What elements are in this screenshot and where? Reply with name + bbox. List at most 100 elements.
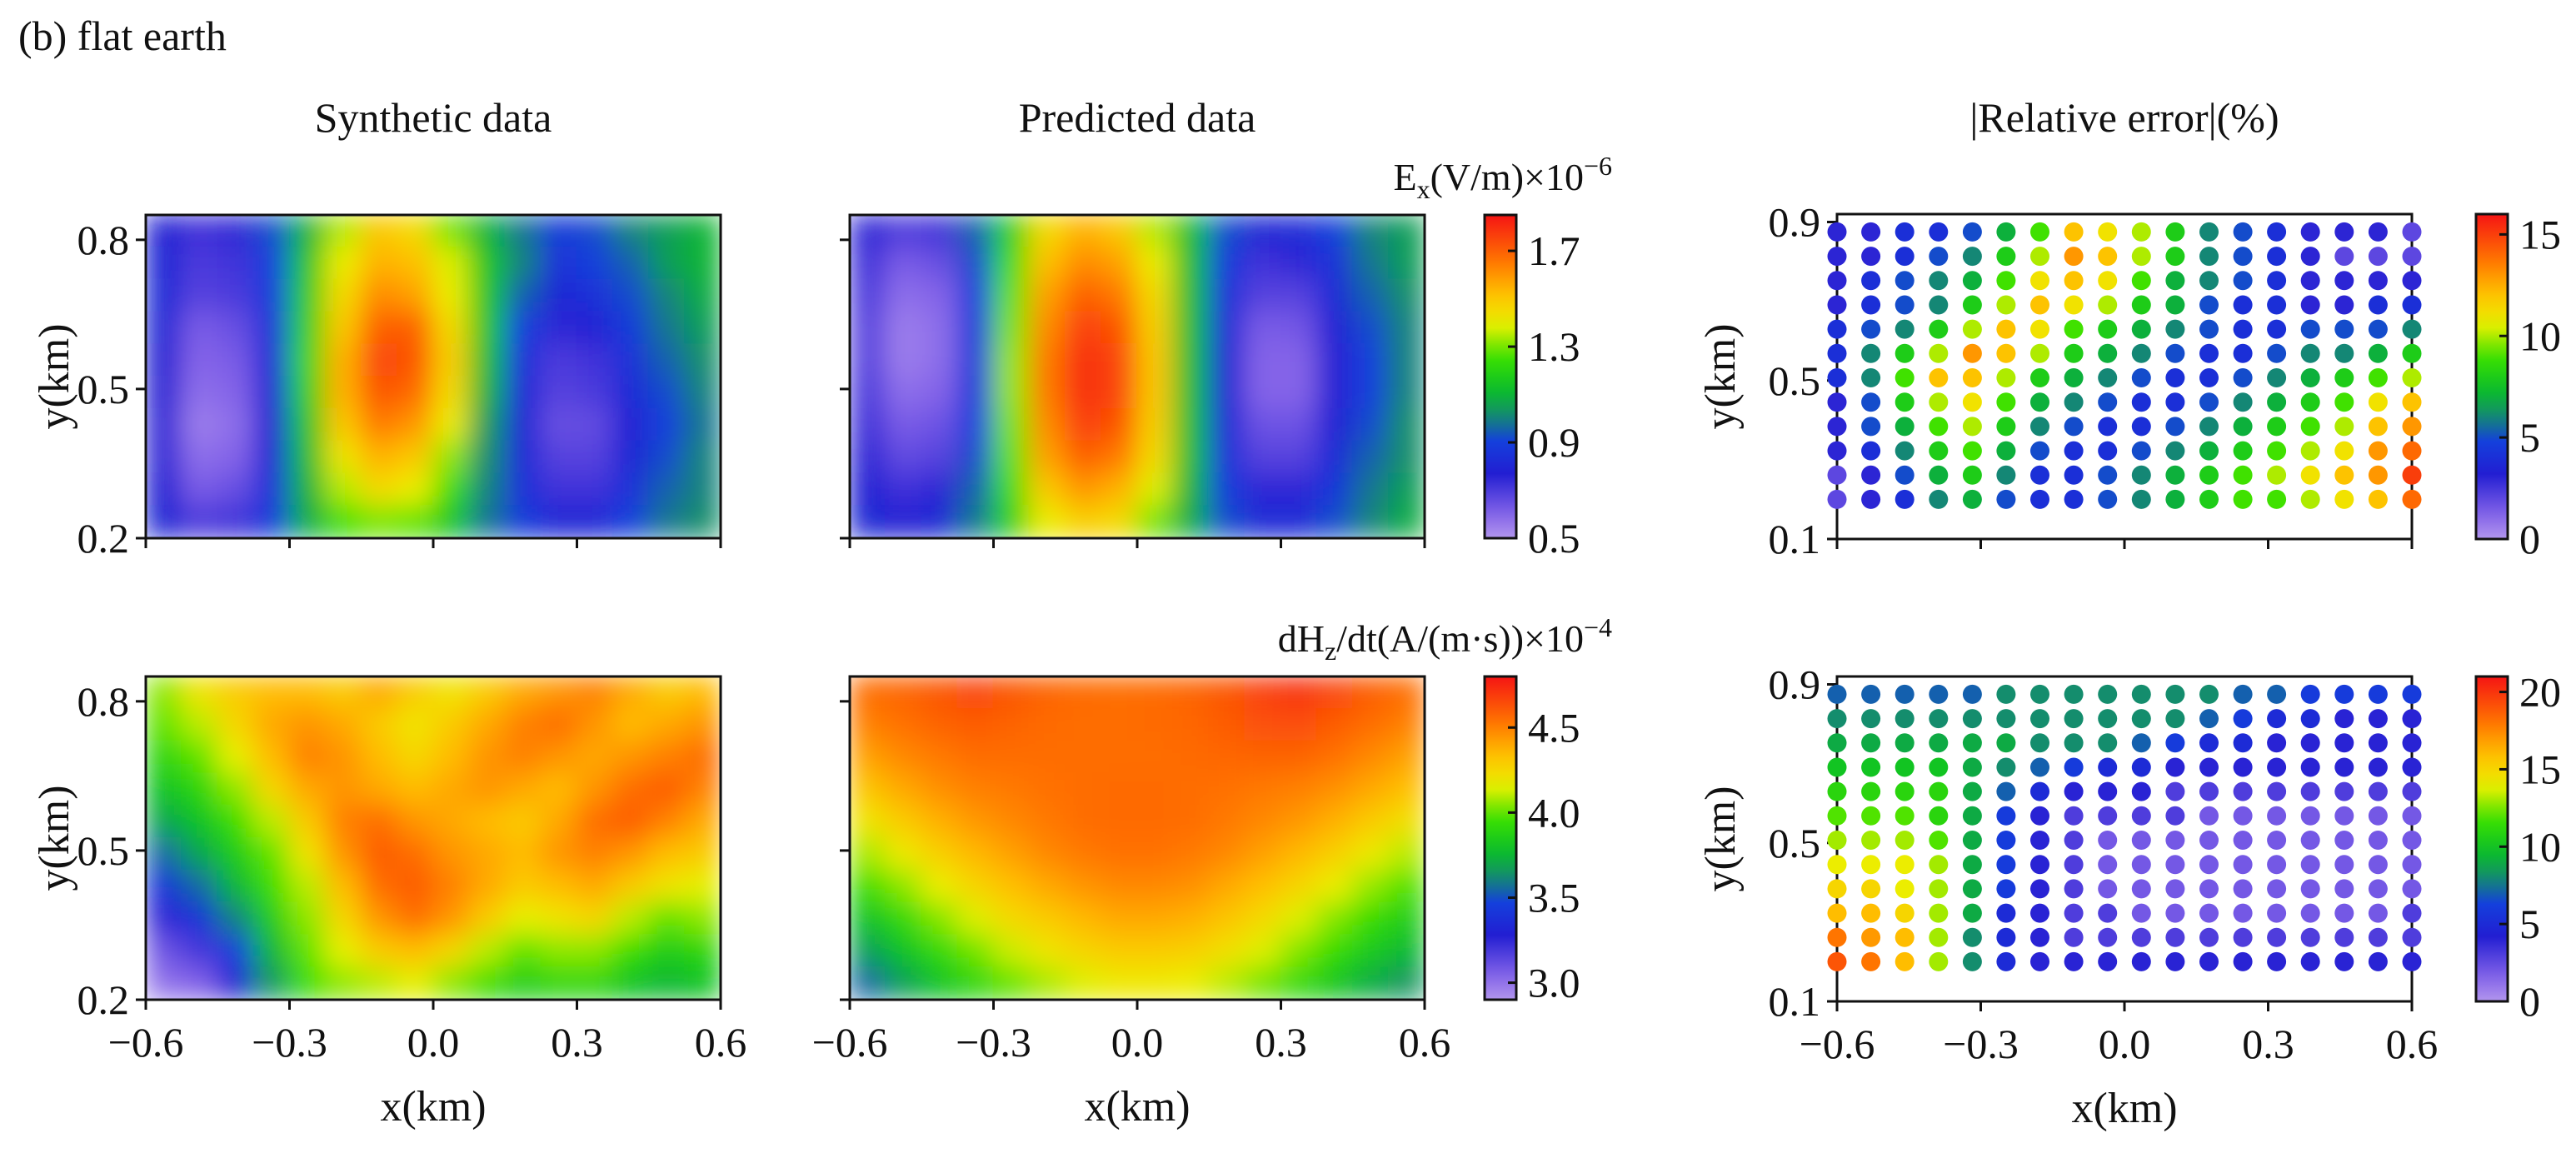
heatmap-cell (1208, 966, 1246, 1000)
heatmap-cell (396, 901, 434, 936)
error-point (1996, 489, 2016, 509)
heatmap-cell (217, 869, 255, 904)
error-point (2199, 831, 2219, 850)
heatmap-cell (921, 676, 959, 710)
heatmap-cell (1351, 311, 1390, 346)
error-point (2098, 489, 2118, 509)
heatmap-cell (1172, 676, 1211, 710)
error-point (2098, 684, 2118, 704)
heatmap-cell (252, 837, 291, 871)
heatmap-cell (1387, 934, 1425, 969)
heatmap-cell (540, 278, 578, 313)
heatmap-cell (181, 837, 219, 871)
heatmap-cell (217, 966, 255, 1000)
error-point (1895, 684, 1915, 704)
heatmap-cell (921, 869, 959, 904)
heatmap-cell (850, 215, 887, 248)
heatmap-cell (612, 934, 650, 969)
heatmap-cell (576, 707, 614, 742)
error-point (1861, 781, 1881, 801)
heatmap-cell (1172, 343, 1211, 377)
error-point (2165, 417, 2185, 437)
heatmap-cell (921, 740, 959, 775)
error-point (2098, 465, 2118, 485)
heatmap-cell (1315, 901, 1354, 936)
heatmap-cell (1315, 246, 1354, 281)
error-point (2402, 465, 2422, 485)
error-point (1895, 733, 1915, 753)
heatmap-cell (146, 407, 183, 442)
heatmap-cell (1244, 215, 1282, 248)
error-point (2334, 733, 2354, 753)
error-point (1929, 441, 1949, 461)
heatmap-cell (217, 901, 255, 936)
error-point (2098, 271, 2118, 291)
heatmap-cell (540, 343, 578, 377)
heatmap-cell (1208, 440, 1246, 475)
heatmap-cell (683, 805, 721, 839)
heatmap-cell (540, 707, 578, 742)
heatmap-cell (504, 407, 542, 442)
error-point (1895, 879, 1915, 899)
heatmap-cell (1280, 407, 1318, 442)
error-point (2030, 709, 2049, 729)
heatmap-cell (1208, 215, 1246, 248)
heatmap-cell (360, 676, 398, 710)
heatmap-cell (921, 837, 959, 871)
error-point (2233, 951, 2253, 971)
colorbar-bar (1483, 675, 1518, 1001)
heatmap-cell (885, 772, 923, 807)
heatmap-cell (1172, 472, 1211, 507)
error-point (1861, 855, 1881, 875)
heatmap-cell (992, 215, 1031, 248)
heatmap-cell (1172, 901, 1211, 936)
error-point (2402, 247, 2422, 267)
error-point (2064, 855, 2084, 875)
heatmap-cell (540, 934, 578, 969)
error-point (2300, 247, 2320, 267)
x-tick-label: 0.6 (2386, 1021, 2439, 1067)
heatmap-cell (217, 472, 255, 507)
error-point (2368, 368, 2388, 387)
error-point (2098, 806, 2118, 826)
error-point (2199, 368, 2219, 387)
heatmap-cell (252, 772, 291, 807)
error-point (2064, 806, 2084, 826)
error-point (2368, 781, 2388, 801)
heatmap-cell (504, 740, 542, 775)
error-point (2199, 247, 2219, 267)
heatmap-cell (1351, 901, 1390, 936)
error-point (1827, 295, 1847, 315)
heatmap-cell (1387, 707, 1425, 742)
error-point (2233, 392, 2253, 412)
heatmap-cell (647, 311, 686, 346)
heatmap-cell (683, 934, 721, 969)
heatmap-cell (1280, 278, 1318, 313)
heatmap-cell (432, 440, 471, 475)
error-point (2334, 879, 2354, 899)
error-point (2368, 855, 2388, 875)
heatmap-cell (324, 278, 362, 313)
heatmap-cell (612, 676, 650, 710)
heatmap-cell (647, 934, 686, 969)
heatmap-cell (146, 740, 183, 775)
error-point (2334, 465, 2354, 485)
error-point (2098, 247, 2118, 267)
heatmap-cell (468, 837, 507, 871)
error-point (1929, 903, 1949, 923)
error-point (2402, 733, 2422, 753)
heatmap-cell (1387, 440, 1425, 475)
heatmap-cell (1351, 869, 1390, 904)
heatmap-cell (576, 505, 614, 538)
heatmap-cell (288, 934, 327, 969)
heatmap-cell (921, 215, 959, 248)
y-tick-label: 0.9 (1769, 199, 1821, 246)
y-tick-label: 0.8 (77, 678, 130, 725)
heatmap-cell (252, 407, 291, 442)
error-point (2064, 781, 2084, 801)
colorbar-tick: 3.0 (1528, 960, 1580, 1006)
heatmap-cell (1387, 407, 1425, 442)
heatmap-cell (1351, 676, 1390, 710)
error-point (1895, 343, 1915, 363)
heatmap-cell (1172, 311, 1211, 346)
